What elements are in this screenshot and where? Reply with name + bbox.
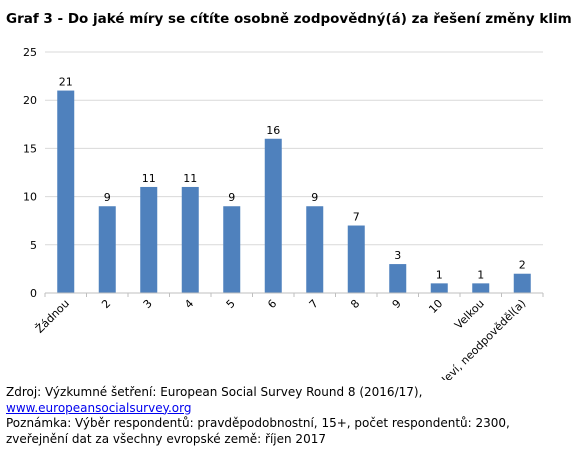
x-tick-label: 10 xyxy=(426,297,445,316)
x-tick-label: 8 xyxy=(348,297,362,311)
data-label: 11 xyxy=(142,172,156,185)
y-tick-label: 10 xyxy=(23,191,37,204)
data-label: 9 xyxy=(311,191,318,204)
data-label: 3 xyxy=(394,249,401,262)
x-tick-label: 9 xyxy=(390,297,404,311)
y-tick-label: 15 xyxy=(23,142,37,155)
y-tick-label: 5 xyxy=(30,239,37,252)
x-tick-label: 3 xyxy=(141,297,155,311)
y-axis: 0 5 10 15 20 25 xyxy=(23,46,37,300)
x-tick-label: 4 xyxy=(182,297,196,311)
data-label: 2 xyxy=(519,259,526,272)
source-link[interactable]: www.europeansocialsurvey.org xyxy=(6,400,192,415)
y-tick-label: 20 xyxy=(23,94,37,107)
data-label: 1 xyxy=(477,268,484,281)
data-label: 11 xyxy=(183,172,197,185)
x-tick-label: 6 xyxy=(265,297,279,311)
x-tick-label: 7 xyxy=(307,297,321,311)
source-text: Zdroj: Výzkumné šetření: European Social… xyxy=(6,385,423,399)
gridlines xyxy=(45,51,543,246)
data-label: 1 xyxy=(436,268,443,281)
bar xyxy=(140,186,158,293)
bar xyxy=(430,283,448,293)
bar xyxy=(472,283,490,293)
note-text: Poznámka: Výběr respondentů: pravděpodob… xyxy=(6,416,510,446)
x-tick-label: Velkou xyxy=(452,297,487,332)
bar xyxy=(389,264,407,293)
y-tick-label: 0 xyxy=(30,287,37,300)
y-tick-label: 25 xyxy=(23,46,37,59)
bar xyxy=(347,225,365,293)
bar xyxy=(98,206,116,293)
x-tick-label: 2 xyxy=(99,297,113,311)
x-tick-label: Žádnou xyxy=(33,297,72,336)
bar xyxy=(223,206,241,293)
data-label: 16 xyxy=(266,124,280,137)
data-label: 9 xyxy=(104,191,111,204)
bar xyxy=(306,206,324,293)
bar xyxy=(513,273,531,293)
x-tick-label: 5 xyxy=(224,297,238,311)
data-label: 9 xyxy=(228,191,235,204)
bar xyxy=(181,186,199,293)
bars xyxy=(57,90,531,293)
source-line: Zdroj: Výzkumné šetření: European Social… xyxy=(6,385,566,416)
data-label: 21 xyxy=(59,76,73,89)
chart-title: Graf 3 - Do jaké míry se cítíte osobně z… xyxy=(6,11,571,27)
chart-footer: Zdroj: Výzkumné šetření: European Social… xyxy=(6,385,566,447)
bar xyxy=(264,138,282,293)
bar xyxy=(57,90,75,293)
data-label: 7 xyxy=(353,211,360,224)
